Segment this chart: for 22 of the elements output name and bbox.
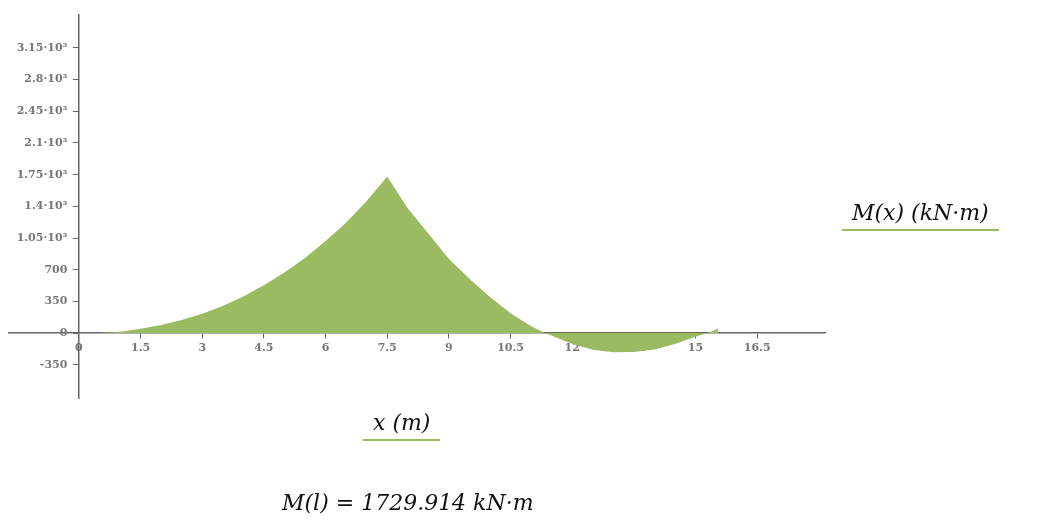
x-tick-label: 7.5 (377, 340, 397, 354)
x-axis-title: x (m) (363, 410, 441, 441)
x-tick-label: 4.5 (254, 340, 274, 354)
x-tick-label: 6 (321, 340, 330, 354)
x-tick-label: 3 (198, 340, 207, 354)
x-tick-label: 15 (687, 340, 704, 354)
y-tick-label: 350 (44, 294, 79, 308)
y-tick-label: 1.4·10³ (24, 199, 79, 213)
y-tick-label: 1.75·10³ (16, 167, 79, 181)
text: M(l) = 1729.914 kN·m (282, 490, 534, 515)
x-tick-label: 9 (445, 340, 453, 354)
x-tick-label: 1.5 (130, 340, 151, 354)
y-tick-label: 2.45·10³ (16, 104, 79, 118)
y-tick-label: 2.8·10³ (24, 72, 79, 86)
y-tick-label: 1.05·10³ (16, 230, 79, 244)
y-tick-label: 2.1·10³ (24, 135, 79, 149)
x-tick-label: 10.5 (497, 340, 524, 354)
y-axis-title: M(x) (kN·m) (842, 200, 999, 231)
y-tick-label: 3.15·10³ (16, 40, 79, 54)
x-tick-label: 16.5 (743, 340, 771, 354)
y-tick-label: -350 (39, 357, 79, 371)
y-tick-label: 700 (44, 262, 79, 276)
